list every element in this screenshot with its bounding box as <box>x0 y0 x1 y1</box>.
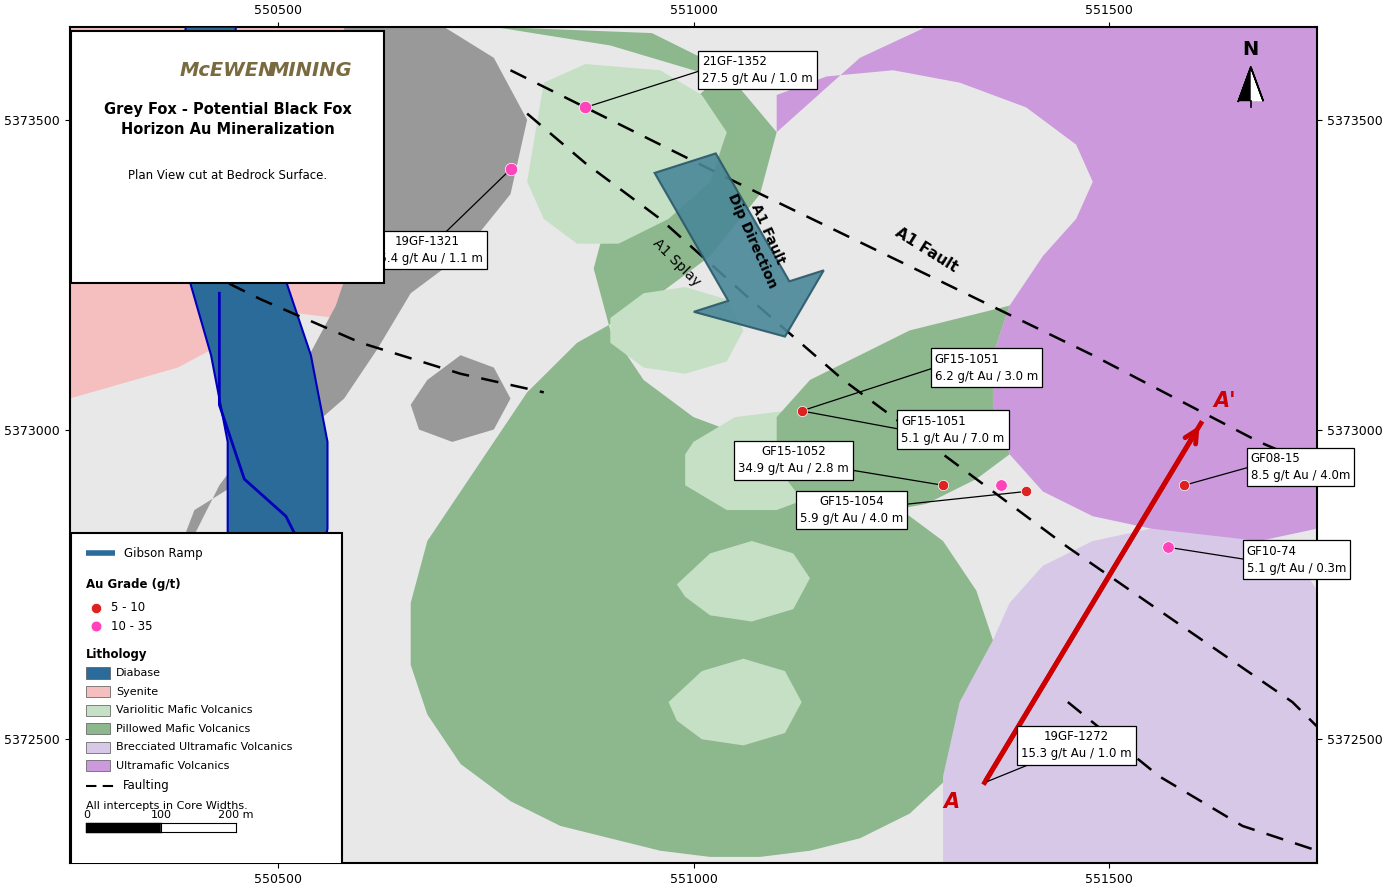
Point <box>1173 478 1196 492</box>
Text: GF15-1051
5.1 g/t Au / 7.0 m: GF15-1051 5.1 g/t Au / 7.0 m <box>902 415 1004 444</box>
Text: Ultramafic Volcanics: Ultramafic Volcanics <box>117 761 230 771</box>
Bar <box>86 741 110 753</box>
Bar <box>86 723 110 734</box>
Polygon shape <box>527 64 727 244</box>
Text: Grey Fox - Potential Black Fox
Horizon Au Mineralization: Grey Fox - Potential Black Fox Horizon A… <box>104 102 351 137</box>
Polygon shape <box>69 27 377 399</box>
Polygon shape <box>153 27 527 863</box>
Text: GF08-15
8.5 g/t Au / 4.0m: GF08-15 8.5 g/t Au / 4.0m <box>1251 452 1350 481</box>
Bar <box>86 668 110 678</box>
Polygon shape <box>169 27 327 863</box>
Polygon shape <box>1239 67 1251 101</box>
Text: GF15-1052
34.9 g/t Au / 2.8 m: GF15-1052 34.9 g/t Au / 2.8 m <box>738 446 849 475</box>
Text: GF15-1054
5.9 g/t Au / 4.0 m: GF15-1054 5.9 g/t Au / 4.0 m <box>800 495 903 525</box>
Text: GF15-1051
6.2 g/t Au / 3.0 m: GF15-1051 6.2 g/t Au / 3.0 m <box>935 352 1037 383</box>
FancyBboxPatch shape <box>71 533 343 865</box>
FancyBboxPatch shape <box>71 31 384 283</box>
Text: Pillowed Mafic Volcanics: Pillowed Mafic Volcanics <box>117 724 251 733</box>
Text: 5 - 10: 5 - 10 <box>111 602 146 614</box>
Text: Lithology: Lithology <box>86 648 148 661</box>
Text: A': A' <box>1214 391 1236 411</box>
Point <box>1157 540 1179 554</box>
Text: Plan View cut at Bedrock Surface.: Plan View cut at Bedrock Surface. <box>128 169 327 182</box>
FancyArrow shape <box>655 153 824 336</box>
Polygon shape <box>777 27 1318 541</box>
Text: MINING: MINING <box>269 61 352 80</box>
Text: 21GF-1352
27.5 g/t Au / 1.0 m: 21GF-1352 27.5 g/t Au / 1.0 m <box>702 55 813 85</box>
Text: Gibson Ramp: Gibson Ramp <box>123 546 203 560</box>
Polygon shape <box>669 659 802 746</box>
Bar <box>86 760 110 772</box>
Point <box>85 601 107 615</box>
Point <box>499 162 522 176</box>
Text: A1 Fault
Dip Direction: A1 Fault Dip Direction <box>725 184 795 290</box>
Text: Faulting: Faulting <box>123 779 169 792</box>
Text: 10 - 35: 10 - 35 <box>111 620 153 633</box>
Text: 200 m: 200 m <box>218 810 254 820</box>
Text: McEWEN: McEWEN <box>180 61 276 80</box>
Polygon shape <box>777 305 1010 516</box>
Text: GF10-74
5.1 g/t Au / 0.3m: GF10-74 5.1 g/t Au / 0.3m <box>1247 545 1345 575</box>
Text: Variolitic Mafic Volcanics: Variolitic Mafic Volcanics <box>117 705 252 715</box>
Point <box>1015 484 1037 498</box>
Text: A: A <box>943 792 960 812</box>
Text: A1 Splay: A1 Splay <box>651 236 703 289</box>
Bar <box>86 705 110 716</box>
Polygon shape <box>610 287 743 374</box>
Text: A1 Fault: A1 Fault <box>892 225 960 275</box>
Polygon shape <box>411 355 510 442</box>
Text: N: N <box>1243 40 1259 59</box>
Text: 100: 100 <box>151 810 172 820</box>
Polygon shape <box>261 231 369 318</box>
Text: 19GF-1272
15.3 g/t Au / 1.0 m: 19GF-1272 15.3 g/t Au / 1.0 m <box>1021 731 1132 760</box>
Bar <box>86 686 110 697</box>
Text: Syenite: Syenite <box>117 686 158 697</box>
Polygon shape <box>677 541 810 621</box>
Point <box>791 404 813 418</box>
Point <box>990 478 1013 492</box>
Text: Diabase: Diabase <box>117 668 161 678</box>
Text: 19GF-1321
15.4 g/t Au / 1.1 m: 19GF-1321 15.4 g/t Au / 1.1 m <box>372 235 483 265</box>
Point <box>85 619 107 634</box>
Polygon shape <box>411 27 993 857</box>
Polygon shape <box>685 411 843 510</box>
Point <box>932 478 954 492</box>
Text: 0: 0 <box>83 810 90 820</box>
Polygon shape <box>1251 67 1264 101</box>
Text: Brecciated Ultramafic Volcanics: Brecciated Ultramafic Volcanics <box>117 742 293 752</box>
Text: Au Grade (g/t): Au Grade (g/t) <box>86 578 180 591</box>
Text: All intercepts in Core Widths.: All intercepts in Core Widths. <box>86 800 248 811</box>
Polygon shape <box>943 529 1318 863</box>
Point <box>574 101 596 115</box>
